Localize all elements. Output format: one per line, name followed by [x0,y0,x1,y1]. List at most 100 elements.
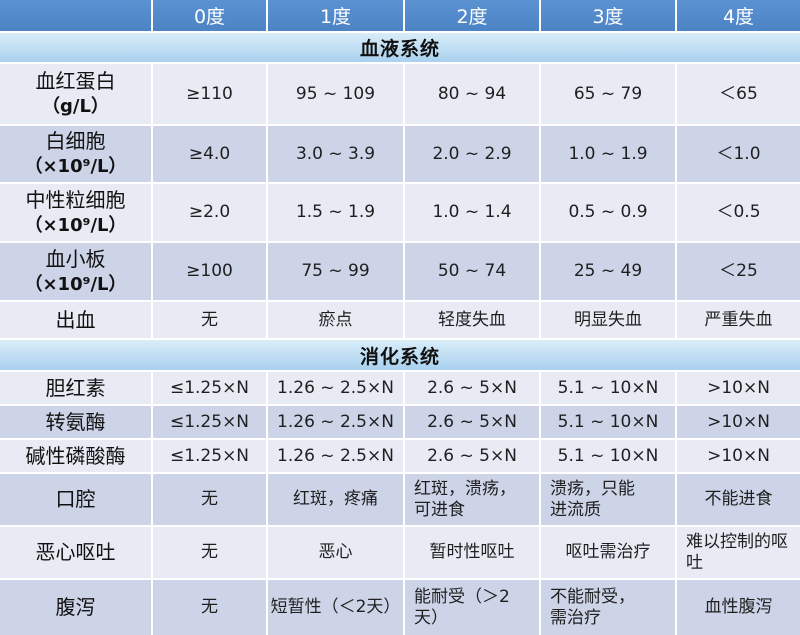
cell-text: 5.1 ~ 10×N [557,445,659,466]
cell-text: ≥2.0 [188,202,231,222]
cell-text: ≥110 [186,83,233,104]
cell-text-line: 吐 [686,552,703,573]
cell-text: 无 [201,597,218,617]
cell-text: 25 ~ 49 [573,261,643,281]
cell-text: 无 [201,309,218,330]
grade-0-cell: ≤1.25×N [153,372,268,406]
grade-3-cell: 呕吐需治疗 [541,527,677,580]
cell-text: >10×N [707,411,770,432]
grade-header-text: 2度 [456,6,488,28]
indicator-row: 血小板 （×10⁹/L） ≥100 75 ~ 99 50 ~ 74 25 ~ 49 ＜25 [0,243,800,302]
cell-text: 2.0 ~ 2.9 [432,143,512,164]
grade-0-cell: ≥4.0 [153,126,268,184]
cell-text-line: 进流质 [550,499,601,520]
indicator-label: 中性粒细胞 （×10⁹/L） [0,184,153,243]
grade-0-cell: ≤1.25×N [153,440,268,474]
cell-text: 轻度失血 [438,309,506,330]
indicator-name: 碱性磷酸酶 [25,443,126,468]
indicator-row: 腹泻无短暂性（＜2天） 能耐受（＞2 天） 不能耐受， 需治疗 血性腹泻 [0,580,800,635]
cell-text-line: 需治疗 [550,607,601,628]
grade-4-cell: ＜1.0 [677,126,800,184]
header-corner-cell [0,0,153,33]
indicator-unit: （×10⁹/L） [24,273,127,295]
grade-3-cell: 溃疡，只能 进流质 [541,474,677,527]
grade-1-cell: 短暂性（＜2天） [268,580,405,635]
grade-4-cell: ＜0.5 [677,184,800,243]
cell-text: >10×N [707,377,770,398]
grade-1-cell: 75 ~ 99 [268,243,405,302]
grade-4-cell: ＜65 [677,64,800,126]
grade-2-cell: 轻度失血 [405,302,541,340]
cell-text: 短暂性（＜2天） [270,597,401,617]
cell-text: ≤1.25×N [169,445,250,466]
cell-text: 75 ~ 99 [301,261,370,281]
grade-2-cell: 红斑，溃疡， 可进食 [405,474,541,527]
grade-2-cell: 2.6 ~ 5×N [405,406,541,440]
section-title: 血液系统 [0,33,800,64]
section-title-text: 消化系统 [359,345,440,368]
cell-text: 5.1 ~ 10×N [557,411,659,432]
grade-3-cell: 不能耐受， 需治疗 [541,580,677,635]
indicator-label: 白细胞 （×10⁹/L） [0,126,153,184]
grade-header-text: 4度 [722,6,755,28]
indicator-row: 转氨酶 ≤1.25×N 1.26 ~ 2.5×N 2.6 ~ 5×N 5.1 ~ 10×… [0,406,800,440]
grade-0-cell: ≥100 [153,243,268,302]
indicator-label: 血小板 （×10⁹/L） [0,243,153,302]
grade-1-cell: 恶心 [268,527,405,580]
cell-text: 2.6 ~ 5×N [427,411,517,432]
cell-text: ≥4.0 [188,143,231,164]
cell-text-line: 能耐受（＞2 [414,586,510,607]
indicator-name: 腹泻 [55,595,96,619]
cell-text: ＜65 [719,83,758,104]
section-title-text: 血液系统 [359,38,440,60]
cell-text: 3.0 ~ 3.9 [295,143,376,164]
cell-text: 明显失血 [574,309,642,330]
indicator-name: 胆红素 [45,375,106,400]
grade-3-cell: 65 ~ 79 [541,64,677,126]
cell-text: ≤1.25×N [169,377,250,398]
indicator-unit: （g/L） [42,96,109,117]
indicator-name: 中性粒细胞 [25,187,126,212]
grade-3-cell: 0.5 ~ 0.9 [541,184,677,243]
grade-0-cell: ≤1.25×N [153,406,268,440]
grade-4-cell: ＜25 [677,243,800,302]
cell-text: 严重失血 [704,309,773,330]
indicator-row: 白细胞 （×10⁹/L） ≥4.0 3.0 ~ 3.9 2.0 ~ 2.9 1.0 ~ 1… [0,126,800,184]
cell-text: 65 ~ 79 [573,83,643,104]
cell-text: 2.6 ~ 5×N [427,377,517,398]
grade-1-cell: 3.0 ~ 3.9 [268,126,405,184]
cell-text: 1.26 ~ 2.5×N [277,445,394,466]
cell-text: 不能进食 [704,489,773,509]
grade-0-cell: 无 [153,580,268,635]
grade-1-header: 1度 [268,0,405,33]
cell-text: 2.6 ~ 5×N [427,445,517,466]
grade-0-header: 0度 [153,0,268,33]
cell-text: 0.5 ~ 0.9 [568,202,648,222]
indicator-row: 恶心呕吐 无 恶心 暂时性呕吐 呕吐需治疗 难以控制的呕吐 [0,527,800,580]
indicator-row: 碱性磷酸酶 ≤1.25×N 1.26 ~ 2.5×N 2.6 ~ 5×N 5.1 ~ 1… [0,440,800,474]
indicator-label: 口腔 [0,474,153,527]
indicator-label: 胆红素 [0,372,153,406]
indicator-label: 转氨酶 [0,406,153,440]
section-title: 消化系统 [0,340,800,372]
grade-header-text: 3度 [592,6,624,28]
indicator-row: 胆红素 ≤1.25×N 1.26 ~ 2.5×N 2.6 ~ 5×N 5.1 ~ 10×… [0,372,800,406]
cell-text: 无 [201,489,218,509]
indicator-label: 出血 [0,302,153,340]
cell-text-line: 难以控制的呕 [686,531,788,552]
grade-4-header: 4度 [677,0,800,33]
cell-text: ＜25 [719,261,758,281]
indicator-row: 出血 无 瘀点 轻度失血 明显失血 严重失血 [0,302,800,340]
grade-4-cell: 严重失血 [677,302,800,340]
indicator-name: 转氨酶 [45,409,106,434]
cell-text: 95 ~ 109 [295,83,376,104]
cell-text: 红斑，疼痛 [293,489,378,509]
cell-text: 1.5 ~ 1.9 [295,202,376,222]
grade-2-cell: 50 ~ 74 [405,243,541,302]
indicator-name: 血红蛋白 [35,69,116,93]
grade-3-cell: 5.1 ~ 10×N [541,440,677,474]
indicator-row: 中性粒细胞 （×10⁹/L） ≥2.0 1.5 ~ 1.9 1.0 ~ 1.4 0.5 ~… [0,184,800,243]
grade-3-header: 3度 [541,0,677,33]
cell-text: 80 ~ 94 [437,83,507,104]
